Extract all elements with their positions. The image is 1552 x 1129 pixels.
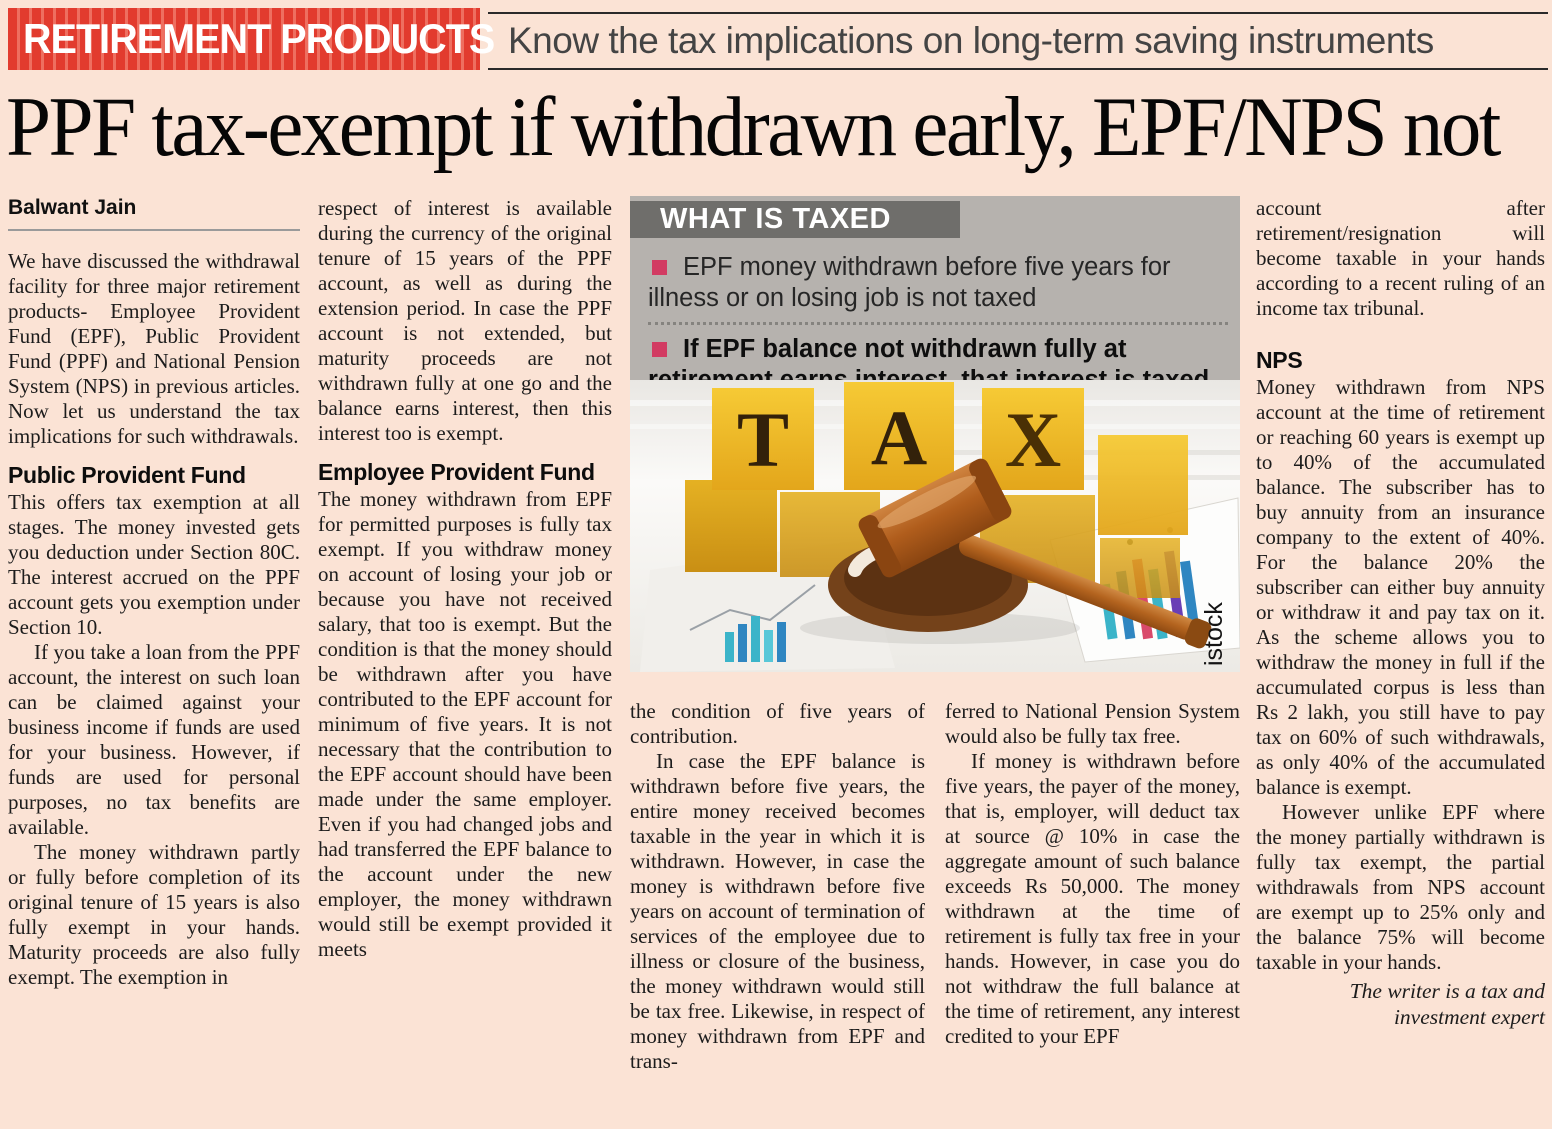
column-4: ferred to National Pension System would … [945, 699, 1240, 1074]
box-item-text: EPF money withdrawn before five years fo… [648, 253, 1171, 312]
article-paragraph: ferred to National Pension System would … [945, 699, 1240, 748]
headline: PPF tax-exempt if withdrawn early, EPF/N… [6, 79, 1501, 174]
kicker: Know the tax implications on long-term s… [488, 12, 1548, 70]
byline-rule [8, 229, 300, 231]
article-photo: T A X istock [630, 380, 1240, 672]
bullet-square-icon [652, 342, 667, 357]
box-title: WHAT IS TAXED [630, 201, 960, 238]
section-heading-ppf: Public Provident Fund [8, 462, 246, 488]
article-paragraph: account after retirement/resignation wil… [1256, 196, 1545, 320]
bullet-square-icon [652, 260, 667, 275]
article-paragraph: If money is withdrawn before five years,… [945, 749, 1240, 1048]
article-paragraph: respect of interest is available during … [318, 196, 612, 445]
section-banner: RETIREMENT PRODUCTS [8, 8, 495, 70]
section-heading-nps: NPS [1256, 347, 1303, 373]
section-heading-epf: Employee Provident Fund [318, 459, 595, 485]
article-paragraph: the condition of five years of contribut… [630, 699, 925, 748]
article-paragraph: In case the EPF balance is withdrawn bef… [630, 749, 925, 1073]
photo-credit: istock [1200, 602, 1228, 666]
article-paragraph: If you take a loan from the PPF account,… [8, 640, 300, 839]
article-paragraph: We have discussed the withdrawal facilit… [8, 249, 300, 448]
byline: Balwant Jain [8, 196, 137, 219]
tax-letter-t: T [737, 396, 789, 483]
tax-cube-back [685, 480, 777, 572]
box-items: EPF money withdrawn before five years fo… [648, 252, 1228, 396]
article-paragraph: The money withdrawn from EPF for permitt… [318, 487, 612, 961]
article-paragraph: Money withdrawn from NPS account at the … [1256, 375, 1545, 799]
what-is-taxed-box: WHAT IS TAXED EPF money withdrawn before… [630, 196, 1240, 394]
tax-blocks: T A X [712, 382, 1084, 490]
gavel-icon [858, 458, 1212, 649]
article-paragraph: However unlike EPF where the money parti… [1256, 800, 1545, 974]
column-5: account after retirement/resignation wil… [1256, 196, 1545, 1052]
box-item: EPF money withdrawn before five years fo… [648, 252, 1228, 314]
column-2: respect of interest is available during … [318, 196, 612, 962]
article-paragraph: This offers tax exemption at all stages.… [8, 490, 300, 639]
section-banner-label: RETIREMENT PRODUCTS [23, 15, 495, 62]
writer-credit: The writer is a tax and investment exper… [1349, 979, 1545, 1029]
column-3: the condition of five years of contribut… [630, 699, 925, 1074]
tax-letter-a: A [871, 394, 927, 481]
middle-block: WHAT IS TAXED EPF money withdrawn before… [630, 196, 1240, 1074]
dotted-divider [648, 322, 1228, 325]
tax-letter-x: X [1005, 396, 1061, 483]
article-paragraph: The money withdrawn partly or fully befo… [8, 840, 300, 989]
column-1: Balwant Jain We have discussed the withd… [8, 196, 300, 990]
